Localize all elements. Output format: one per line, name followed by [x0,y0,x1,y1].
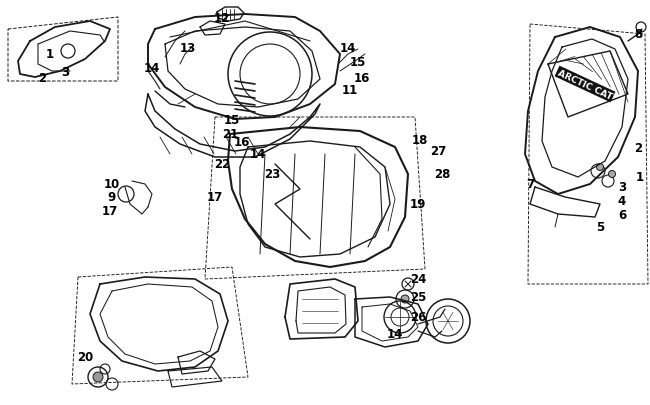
Text: 28: 28 [434,168,450,181]
Text: 22: 22 [214,158,230,171]
Text: 4: 4 [618,195,626,208]
Circle shape [597,164,603,171]
Text: 9: 9 [108,191,116,204]
Text: 7: 7 [526,178,534,191]
Text: ARCTIC CAT: ARCTIC CAT [556,68,614,101]
Text: 16: 16 [354,71,370,84]
Text: 13: 13 [180,41,196,54]
Text: 6: 6 [618,209,626,222]
Text: 25: 25 [410,291,426,304]
Text: 14: 14 [340,41,356,54]
Text: 19: 19 [410,198,426,211]
Text: 21: 21 [222,128,238,141]
Text: 18: 18 [412,133,428,146]
Text: 24: 24 [410,273,426,286]
Text: 8: 8 [634,28,642,41]
Text: 3: 3 [618,181,626,194]
Text: 16: 16 [234,135,250,148]
Circle shape [608,171,616,178]
Text: 17: 17 [207,191,223,204]
Text: 26: 26 [410,311,426,324]
Text: 15: 15 [350,55,366,68]
Text: 2: 2 [634,141,642,154]
Circle shape [93,372,103,382]
Text: 1: 1 [636,171,644,184]
Text: 5: 5 [596,221,604,234]
Text: 23: 23 [264,168,280,181]
Text: 3: 3 [61,65,69,78]
Text: 12: 12 [214,11,230,24]
Text: 14: 14 [250,148,266,161]
Circle shape [401,295,409,303]
Text: 11: 11 [342,83,358,96]
Text: 17: 17 [102,205,118,218]
Text: 20: 20 [77,351,93,364]
Text: 10: 10 [104,178,120,191]
Text: 15: 15 [224,113,240,126]
Text: 2: 2 [38,71,46,84]
Text: 27: 27 [430,145,446,158]
Text: 14: 14 [144,61,160,74]
Text: 1: 1 [46,48,54,61]
Text: 14: 14 [387,328,403,341]
